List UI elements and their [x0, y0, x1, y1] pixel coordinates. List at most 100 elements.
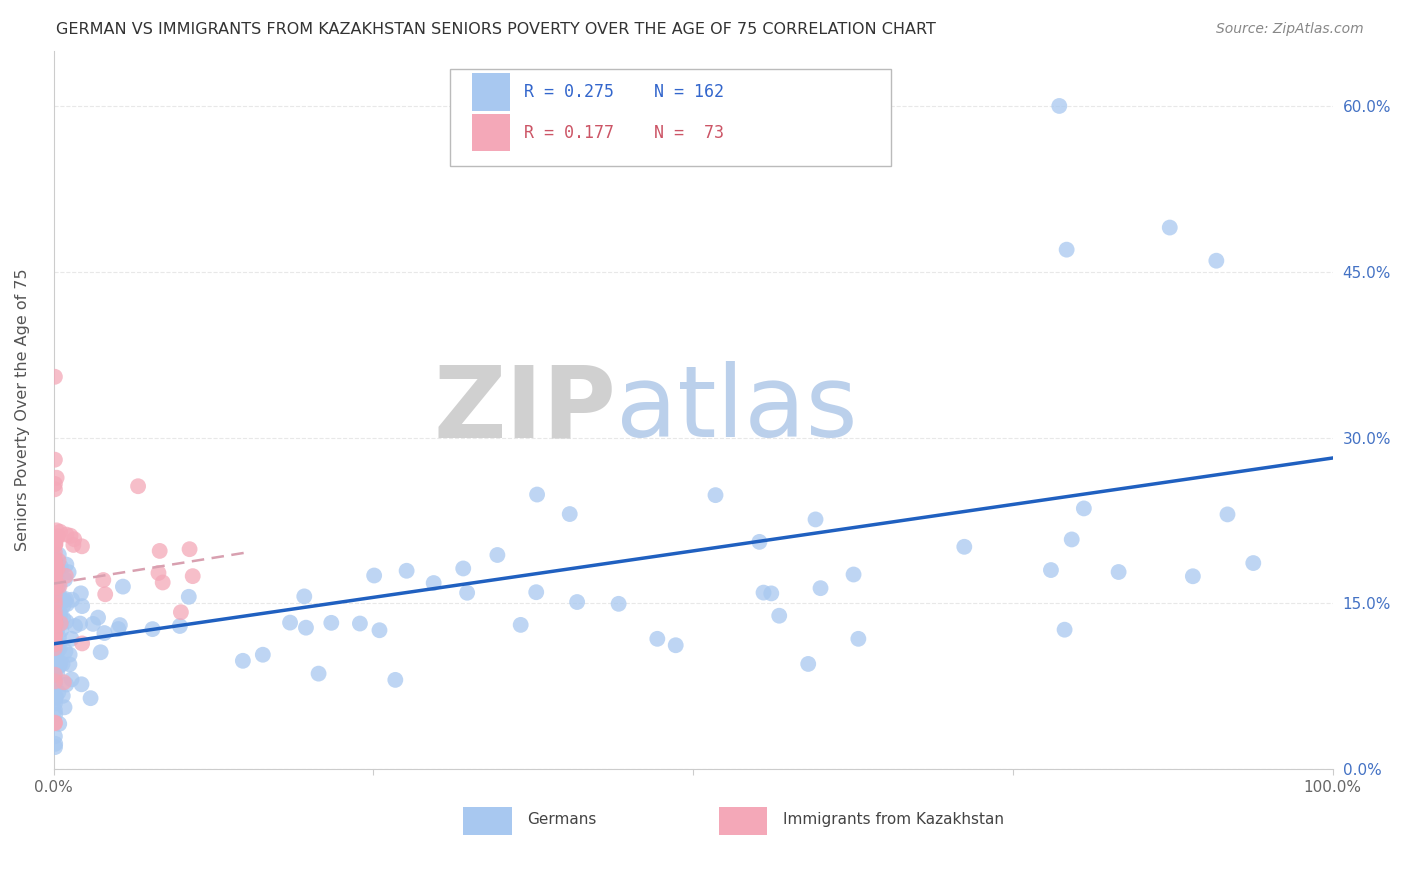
Point — [44, 569, 66, 583]
Point — [55, 558, 77, 572]
Point — [44, 574, 66, 588]
Point — [45, 471, 67, 485]
Point — [46, 640, 69, 655]
Point — [46, 562, 69, 576]
Point — [761, 586, 783, 600]
Point — [768, 608, 790, 623]
Point — [44, 452, 66, 467]
Text: R = 0.275    N = 162: R = 0.275 N = 162 — [524, 83, 724, 101]
Point — [44, 637, 66, 651]
Point — [44, 610, 66, 624]
Point — [44, 615, 66, 630]
Point — [46, 640, 69, 654]
Point — [148, 566, 170, 580]
Point — [44, 657, 66, 672]
Point — [44, 627, 66, 641]
Point — [45, 612, 67, 626]
Point — [44, 537, 66, 551]
Point — [48, 586, 70, 600]
Point — [1056, 243, 1078, 257]
Point — [169, 619, 191, 633]
Point — [52, 689, 75, 703]
Point — [46, 656, 69, 670]
Point — [87, 610, 110, 624]
Point — [44, 629, 66, 643]
Point — [44, 575, 66, 590]
Point — [456, 586, 478, 600]
Point — [44, 531, 66, 545]
Point — [94, 587, 117, 601]
Point — [842, 567, 865, 582]
Point — [44, 537, 66, 551]
Point — [45, 640, 67, 654]
Point — [53, 573, 76, 587]
Point — [44, 626, 66, 640]
Point — [44, 588, 66, 602]
Point — [44, 577, 66, 591]
Point — [44, 567, 66, 582]
FancyBboxPatch shape — [718, 806, 768, 835]
Point — [46, 666, 69, 681]
Point — [44, 650, 66, 665]
Point — [44, 594, 66, 608]
Point — [44, 740, 66, 755]
Text: Source: ZipAtlas.com: Source: ZipAtlas.com — [1216, 22, 1364, 37]
Point — [797, 657, 820, 671]
Point — [52, 611, 75, 625]
Point — [149, 544, 172, 558]
Point — [62, 538, 84, 552]
Point — [49, 524, 72, 539]
Point — [170, 605, 193, 619]
Point — [44, 615, 66, 629]
Point — [49, 616, 72, 631]
Point — [44, 559, 66, 574]
Point — [526, 487, 548, 501]
Point — [48, 579, 70, 593]
Point — [58, 565, 80, 579]
Point — [44, 613, 66, 627]
Point — [704, 488, 727, 502]
Point — [45, 532, 67, 546]
Point — [44, 563, 66, 577]
Point — [55, 592, 77, 607]
Point — [44, 545, 66, 559]
Point — [422, 576, 444, 591]
FancyBboxPatch shape — [450, 69, 891, 166]
Point — [44, 599, 66, 613]
Point — [90, 645, 112, 659]
Point — [321, 615, 343, 630]
Point — [665, 638, 688, 652]
Point — [1108, 565, 1130, 579]
Point — [44, 557, 66, 571]
Point — [108, 618, 131, 632]
Point — [607, 597, 630, 611]
Point — [45, 583, 67, 598]
Point — [55, 569, 77, 583]
Point — [44, 618, 66, 632]
Point — [82, 616, 104, 631]
Point — [44, 645, 66, 659]
Point — [44, 632, 66, 646]
Point — [44, 667, 66, 681]
Text: R = 0.177    N =  73: R = 0.177 N = 73 — [524, 124, 724, 142]
Point — [44, 644, 66, 658]
Point — [363, 568, 385, 582]
Point — [44, 550, 66, 565]
Point — [44, 483, 66, 497]
Point — [486, 548, 509, 562]
Point — [252, 648, 274, 662]
Point — [451, 561, 474, 575]
Point — [45, 653, 67, 667]
Point — [44, 563, 66, 577]
Point — [558, 507, 581, 521]
Point — [177, 590, 200, 604]
Text: Germans: Germans — [527, 812, 596, 827]
Point — [565, 595, 588, 609]
Point — [111, 580, 134, 594]
Point — [44, 661, 66, 675]
Point — [46, 623, 69, 637]
Point — [1216, 508, 1239, 522]
Point — [44, 730, 66, 744]
Point — [49, 560, 72, 574]
Point — [44, 477, 66, 491]
